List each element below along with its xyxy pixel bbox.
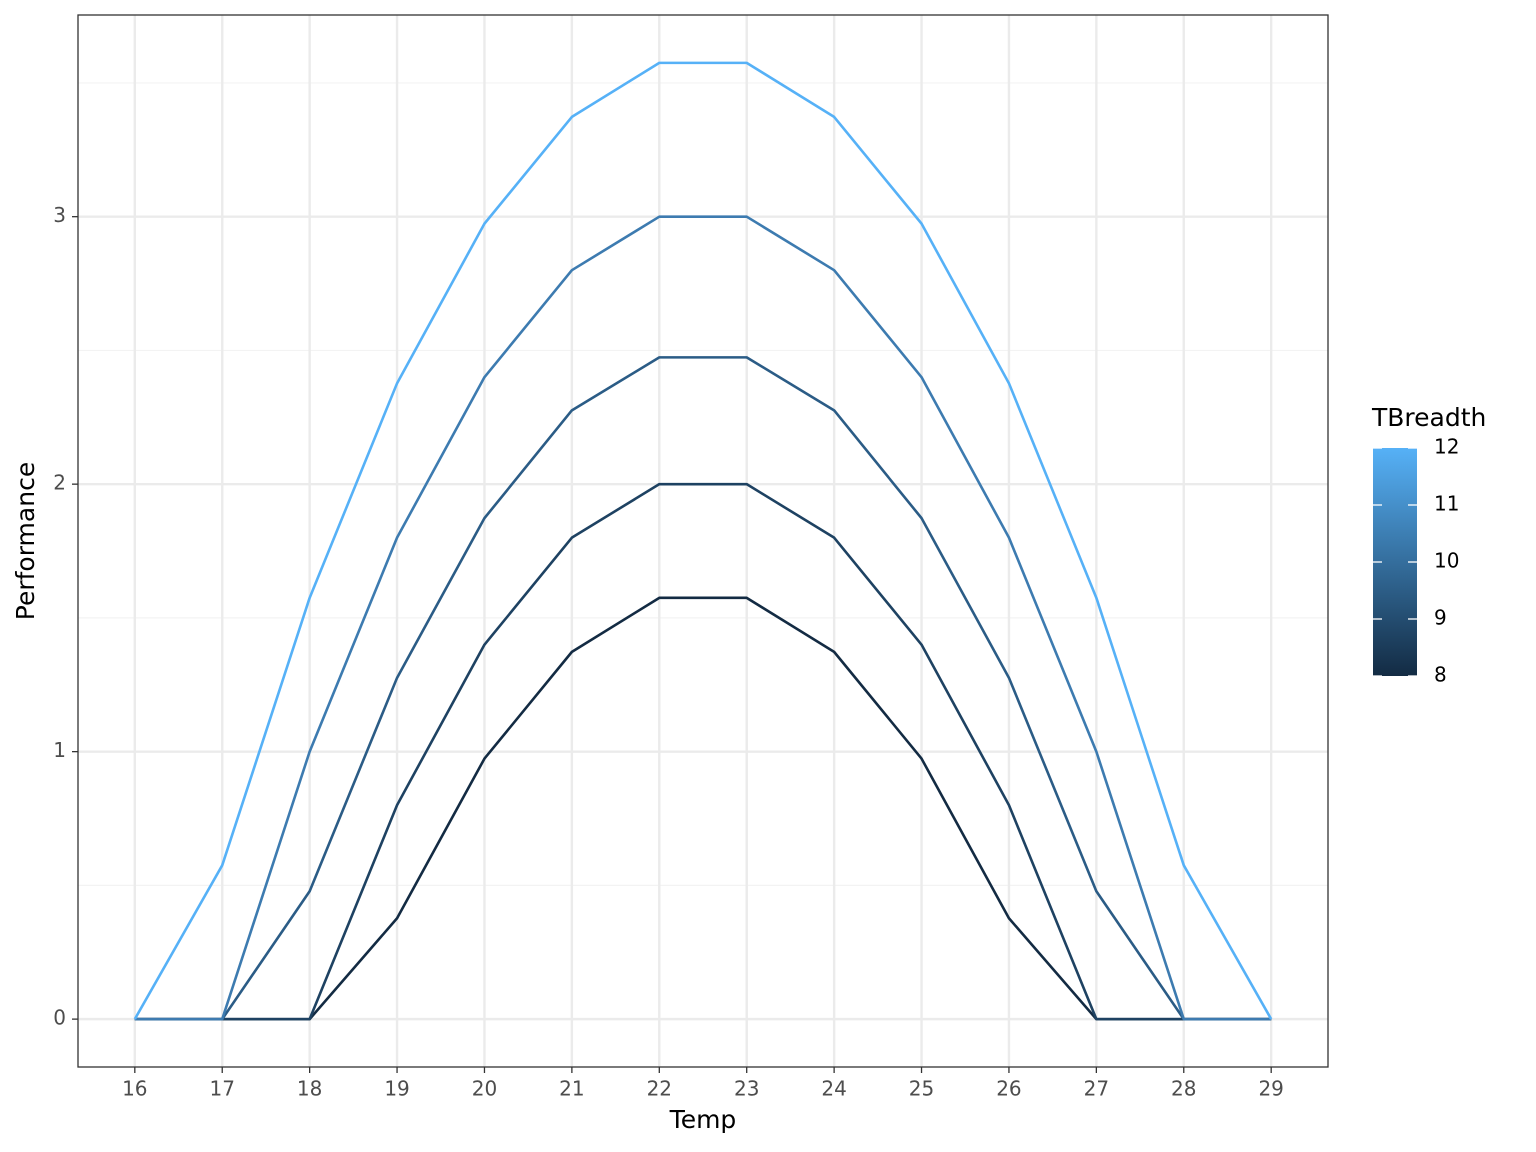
colorbar-label: 11 <box>1434 492 1459 516</box>
panel-border <box>77 14 1329 1068</box>
x-tick-label: 25 <box>909 1077 934 1101</box>
grid <box>78 15 1328 1067</box>
colorbar-label: 8 <box>1434 663 1447 687</box>
x-tick-label: 24 <box>821 1077 846 1101</box>
series-line <box>134 215 1272 1021</box>
x-tick-label: 22 <box>647 1077 672 1101</box>
x-tick-label: 19 <box>384 1077 409 1101</box>
series-line <box>134 596 1272 1021</box>
lines <box>133 61 1273 1021</box>
colorbar-label: 12 <box>1434 435 1459 459</box>
x-tick-label: 16 <box>122 1077 147 1101</box>
series-line <box>134 482 1272 1021</box>
y-tick-label: 0 <box>53 1006 66 1030</box>
x-tick-label: 27 <box>1084 1077 1109 1101</box>
x-tick-label: 18 <box>297 1077 322 1101</box>
x-tick-label: 20 <box>472 1077 497 1101</box>
y-tick-label: 3 <box>53 203 66 227</box>
legend-title: TBreadth <box>1371 403 1486 432</box>
x-tick-label: 28 <box>1171 1077 1196 1101</box>
x-tick-label: 17 <box>210 1077 235 1101</box>
series-line <box>133 61 1273 1020</box>
y-axis-title: Performance <box>11 462 40 620</box>
colorbar-label: 9 <box>1434 606 1447 630</box>
x-axis-title: Temp <box>669 1105 737 1134</box>
y-tick-label: 2 <box>53 471 66 495</box>
x-tick-label: 23 <box>734 1077 759 1101</box>
series-line <box>134 356 1272 1021</box>
x-tick-label: 26 <box>996 1077 1021 1101</box>
colorbar-label: 10 <box>1434 549 1459 573</box>
x-tick-label: 29 <box>1258 1077 1283 1101</box>
x-tick-label: 21 <box>559 1077 584 1101</box>
legend: 8 9 10 11 12 <box>1373 435 1459 687</box>
y-tick-label: 1 <box>53 738 66 762</box>
